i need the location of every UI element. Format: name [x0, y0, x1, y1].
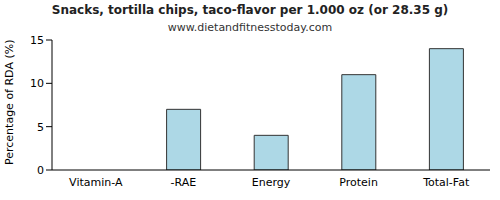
svg-text:Energy: Energy: [252, 176, 291, 189]
svg-text:Total-Fat: Total-Fat: [422, 176, 470, 189]
svg-text:Protein: Protein: [339, 176, 378, 189]
html-text:Snacks, tortilla chips, taco-f: Snacks, tortilla chips, taco-flavor per …: [51, 3, 449, 17]
svg-text:Vitamin-A: Vitamin-A: [69, 176, 123, 189]
html-text:www.dietandfitnesstoday.com: www.dietandfitnesstoday.com: [167, 21, 333, 34]
svg-text:15: 15: [30, 34, 44, 47]
svg-text:10: 10: [30, 77, 44, 90]
svg-text:5: 5: [37, 121, 44, 134]
svg-text:0: 0: [37, 164, 44, 177]
svg-text:-RAE: -RAE: [171, 176, 197, 189]
svg-text:Percentage of RDA (%): Percentage of RDA (%): [8, 40, 16, 165]
